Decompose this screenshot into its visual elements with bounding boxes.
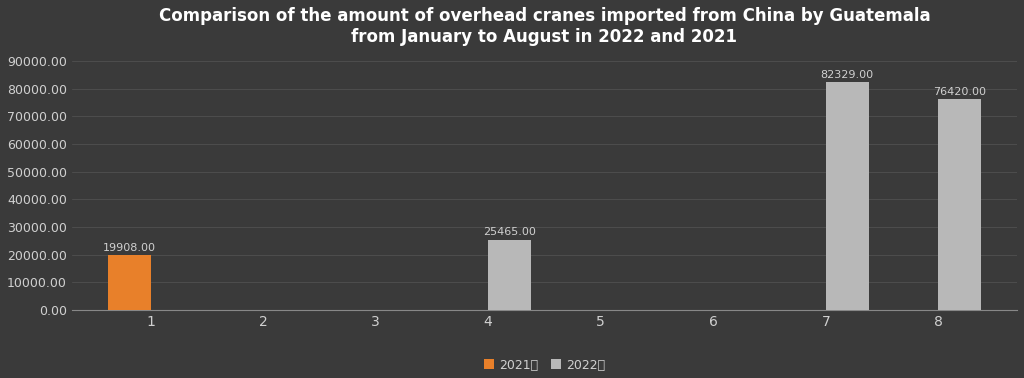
Text: 82329.00: 82329.00 xyxy=(820,70,873,80)
Bar xyxy=(938,99,981,310)
Bar xyxy=(825,82,868,310)
Bar xyxy=(488,240,530,310)
Title: Comparison of the amount of overhead cranes imported from China by Guatemala
fro: Comparison of the amount of overhead cra… xyxy=(159,7,930,46)
Text: 76420.00: 76420.00 xyxy=(933,87,986,96)
Bar xyxy=(108,255,151,310)
Legend: 2021年, 2022年: 2021年, 2022年 xyxy=(479,353,610,376)
Text: 25465.00: 25465.00 xyxy=(483,227,536,237)
Text: 19908.00: 19908.00 xyxy=(102,243,156,253)
